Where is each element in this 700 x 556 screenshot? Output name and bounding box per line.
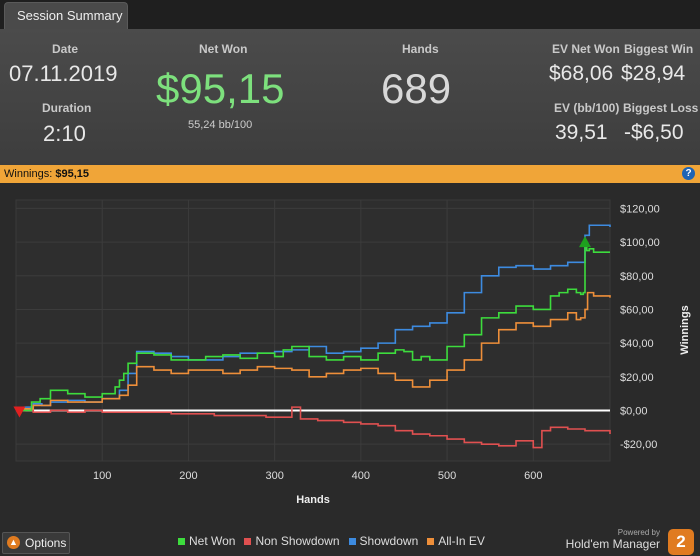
- x-tick-label: 300: [265, 470, 283, 482]
- x-axis-title: Hands: [296, 494, 330, 506]
- tab-session-summary[interactable]: Session Summary: [4, 2, 128, 30]
- ev-bb100-value: 39,51: [555, 121, 608, 144]
- session-summary-panel: Date 07.11.2019 Duration 2:10 Net Won $9…: [0, 29, 700, 165]
- y-tick-label: $100,00: [620, 237, 660, 249]
- series-line-net-won: [16, 241, 610, 412]
- plot-background: [15, 199, 611, 462]
- y-tick-label: $40,00: [620, 338, 654, 350]
- bb100-value: 55,24 bb/100: [188, 119, 253, 131]
- legend-item-showdown[interactable]: Showdown: [348, 534, 419, 548]
- winnings-bar: Winnings: $95,15 ?: [0, 165, 700, 183]
- y-tick-label: $60,00: [620, 304, 654, 316]
- y-tick-label: $80,00: [620, 271, 654, 283]
- x-tick-label: 100: [93, 470, 111, 482]
- brand-name: Hold'em Manager: [565, 537, 660, 551]
- ev-bb100-label: EV (bb/100): [554, 101, 620, 115]
- x-tick-label: 500: [438, 470, 456, 482]
- legend-label: Net Won: [189, 534, 236, 548]
- ev-net-won-label: EV Net Won: [552, 42, 620, 56]
- net-won-value: $95,15: [156, 65, 285, 112]
- date-label: Date: [52, 42, 79, 56]
- hm2-logo-icon: 2: [668, 529, 694, 555]
- legend-label: Showdown: [359, 534, 419, 548]
- chart-legend: Net Won Non Showdown Showdown All-In EV: [178, 534, 494, 548]
- legend-label: Non Showdown: [255, 534, 340, 548]
- winnings-label: Winnings:: [4, 168, 53, 180]
- y-tick-label: -$20,00: [620, 439, 657, 451]
- biggest-win-value: $28,94: [621, 62, 686, 85]
- legend-item-all-in-ev[interactable]: All-In EV: [427, 534, 485, 548]
- legend-item-non-showdown[interactable]: Non Showdown: [244, 534, 340, 548]
- help-icon[interactable]: ?: [682, 167, 695, 180]
- powered-by-text: Powered by: [617, 528, 660, 537]
- legend-swatch: [348, 538, 356, 545]
- chart-area: $120,00 $100,00 $80,00 $60,00 $40,00 $20,00 $0…: [0, 183, 700, 528]
- biggest-loss-label: Biggest Loss: [623, 101, 699, 115]
- legend-swatch: [178, 538, 185, 545]
- winnings-value: $95,15: [55, 168, 90, 180]
- y-axis-title: Winnings: [679, 305, 691, 354]
- legend-label: All-In EV: [438, 534, 485, 548]
- footer: ▲ Options Net Won Non Showdown Showdown All…: [0, 528, 700, 556]
- legend-swatch: [244, 538, 252, 545]
- options-gear-icon: ▲: [7, 536, 20, 549]
- legend-swatch: [427, 538, 435, 545]
- high-marker: [578, 236, 591, 248]
- biggest-loss-value: -$6,50: [624, 121, 684, 144]
- y-tick-label: $0,00: [620, 405, 648, 417]
- ev-net-won-value: $68,06: [549, 62, 614, 85]
- series-line-all-in-ev: [16, 291, 611, 412]
- x-tick-label: 600: [524, 470, 542, 482]
- series-line-non-showdown: [16, 406, 611, 449]
- hands-value: 689: [381, 65, 452, 112]
- date-value: 07.11.2019: [9, 61, 118, 86]
- legend-item-net-won[interactable]: Net Won: [178, 534, 235, 548]
- net-won-label: Net Won: [199, 42, 248, 56]
- hands-label: Hands: [402, 42, 439, 56]
- tab-bar: Session Summary: [0, 0, 700, 30]
- brand: Powered by Hold'em Manager: [566, 528, 660, 551]
- options-label: Options: [25, 536, 67, 550]
- winnings-chart: $120,00 $100,00 $80,00 $60,00 $40,00 $20,00 $0…: [13, 199, 691, 506]
- biggest-win-label: Biggest Win: [624, 42, 694, 56]
- y-tick-label: $120,00: [620, 203, 660, 215]
- duration-value: 2:10: [43, 121, 86, 146]
- y-tick-label: $20,00: [620, 372, 654, 384]
- duration-label: Duration: [42, 101, 92, 115]
- options-button[interactable]: ▲ Options: [2, 532, 70, 554]
- low-marker: [13, 406, 26, 418]
- x-tick-label: 400: [352, 470, 370, 482]
- x-tick-label: 200: [179, 470, 197, 482]
